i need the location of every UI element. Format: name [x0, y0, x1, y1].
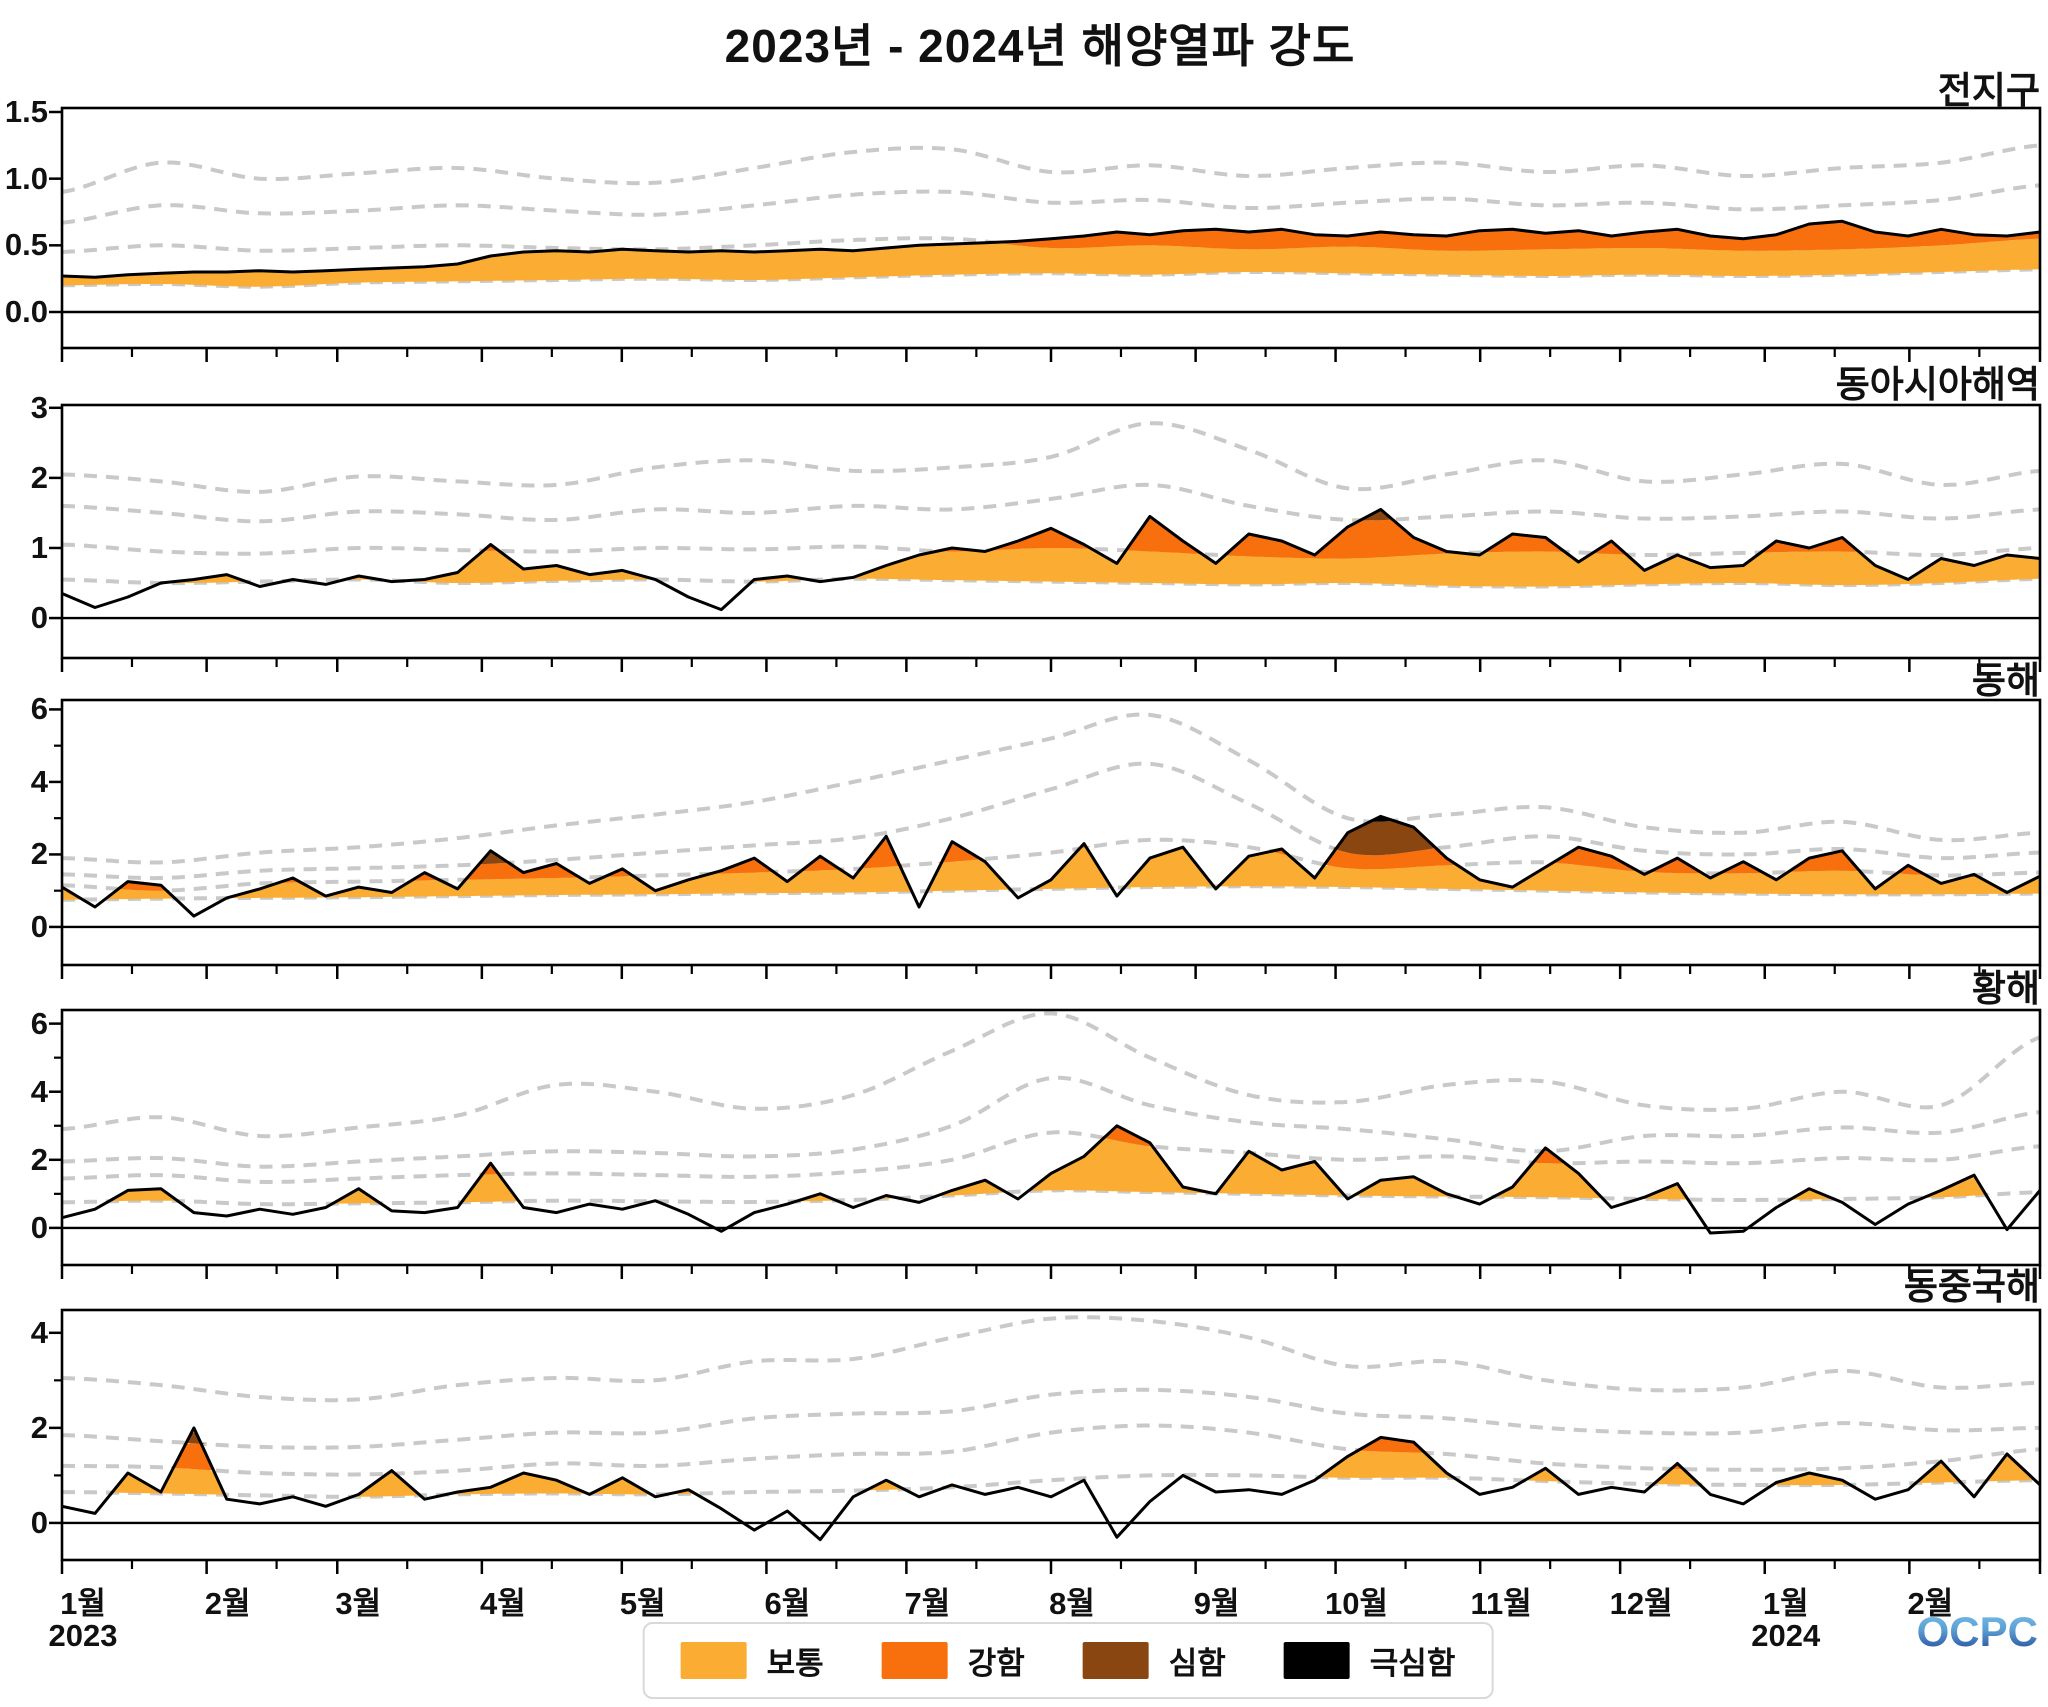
band-strong: [62, 221, 2040, 252]
band-strong: [62, 516, 2040, 559]
x-month-label: 3월: [335, 1586, 382, 1621]
legend-label: 극심함: [1369, 1646, 1456, 1681]
threshold-curve-4: [61, 143, 2041, 194]
threshold-curve-4: [61, 421, 2041, 495]
threshold-curve-4: [61, 712, 2041, 865]
y-tick-label: 2: [30, 836, 48, 872]
legend-item-0: 보통: [680, 1638, 824, 1683]
legend-item-1: 강함: [881, 1638, 1025, 1683]
legend-item-2: 심함: [1082, 1638, 1226, 1683]
y-tick-label: 6: [30, 691, 48, 727]
legend-swatch-icon: [1283, 1642, 1350, 1679]
y-tick-label: 2: [30, 1409, 48, 1445]
x-month-label: 1월: [1762, 1586, 1809, 1621]
threshold-curve-4: [61, 1315, 2041, 1403]
y-tick-label: 4: [30, 763, 48, 799]
y-tick-label: 4: [30, 1073, 48, 1109]
band-strong: [62, 839, 2040, 891]
threshold-curve-3: [61, 1075, 2041, 1169]
y-tick-label: 1.5: [4, 94, 48, 129]
band-moderate: [62, 1450, 2040, 1497]
legend-label: 보통: [766, 1646, 824, 1681]
legend-label: 심함: [1168, 1646, 1226, 1681]
y-tick-label: 0: [30, 1504, 48, 1540]
x-month-label: 2월: [1907, 1586, 1954, 1621]
threshold-curve-4: [61, 1011, 2041, 1139]
legend-label: 강함: [967, 1646, 1025, 1681]
x-month-label: 2월: [204, 1586, 251, 1621]
threshold-curve-3: [61, 761, 2041, 881]
threshold-curve-3: [61, 482, 2041, 524]
x-year-label: 2024: [1751, 1618, 1821, 1653]
panel-title-1: 동아시아해역: [1835, 364, 2040, 405]
legend: 보통 강함 심함 극심함: [642, 1622, 1494, 1699]
y-tick-label: 6: [30, 1005, 48, 1041]
legend-swatch-icon: [680, 1642, 747, 1679]
intensity-line: [61, 814, 2041, 918]
band-moderate: [62, 1138, 2040, 1205]
panel-title-0: 전지구: [1937, 70, 2040, 111]
threshold-curve-2: [62, 1423, 2041, 1477]
y-tick-label: 2: [30, 1141, 48, 1177]
x-month-label: 7월: [904, 1586, 951, 1621]
x-month-label: 10월: [1325, 1586, 1389, 1621]
x-month-label: 1월: [60, 1586, 106, 1621]
y-tick-label: 2: [30, 459, 48, 495]
page-title: 2023년 - 2024년 해양열파 강도: [724, 20, 1356, 72]
x-month-label: 9월: [1193, 1586, 1240, 1621]
threshold-curve-2: [61, 542, 2041, 561]
x-month-label: 8월: [1049, 1586, 1095, 1621]
x-year-label: 2023: [48, 1618, 118, 1653]
y-tick-label: 0.5: [4, 227, 48, 263]
legend-item-3: 극심함: [1283, 1638, 1456, 1683]
intensity-line: [61, 1124, 2042, 1235]
band-severe: [62, 484, 2040, 522]
threshold-curve-3: [61, 183, 2041, 225]
legend-swatch-icon: [1082, 1642, 1149, 1679]
intensity-line: [61, 507, 2041, 612]
band-extreme: [62, 1013, 2040, 1137]
threshold-curve-2: [61, 837, 2040, 893]
ocpc-logo: OCPC: [1916, 1608, 2038, 1655]
x-month-label: 11월: [1470, 1586, 1532, 1621]
y-tick-label: 1: [30, 529, 48, 565]
threshold-curve-3: [61, 1387, 2040, 1450]
x-month-label: 12월: [1609, 1586, 1673, 1621]
band-moderate: [62, 847, 2040, 900]
y-tick-label: 0: [30, 908, 48, 944]
y-tick-label: 0.0: [4, 294, 48, 329]
panel-title-4: 동중국해: [1903, 1266, 2040, 1307]
panel-title-3: 황해: [1971, 968, 2040, 1009]
band-extreme: [62, 145, 2040, 192]
threshold-curve-2: [61, 1130, 2041, 1184]
legend-swatch-icon: [881, 1642, 948, 1679]
band-severe: [62, 1077, 2040, 1167]
y-tick-label: 4: [30, 1314, 48, 1350]
y-tick-label: 0: [30, 600, 48, 636]
y-tick-label: 0: [30, 1209, 48, 1245]
x-month-label: 5월: [619, 1586, 666, 1621]
intensity-line: [61, 219, 2041, 279]
panel-title-2: 동해: [1971, 660, 2040, 701]
x-month-label: 4월: [479, 1586, 526, 1621]
band-moderate: [62, 548, 2040, 587]
y-tick-label: 3: [30, 389, 48, 425]
x-month-label: 6월: [764, 1586, 811, 1621]
intensity-line: [61, 1426, 2042, 1542]
y-tick-label: 1.0: [4, 160, 48, 196]
